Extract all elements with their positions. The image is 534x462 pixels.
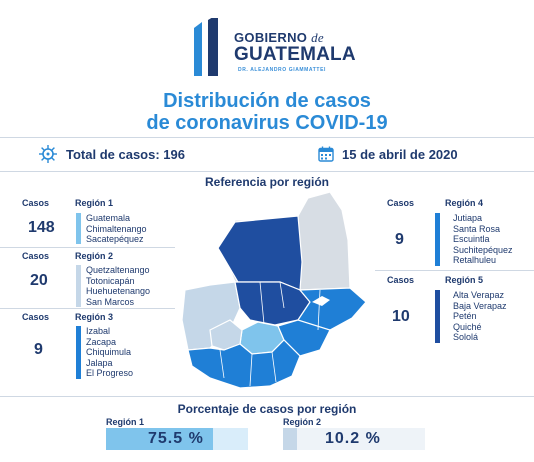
divider [0, 171, 534, 172]
cases-label: Casos [22, 251, 50, 261]
title-line-1: Distribución de casos [163, 90, 371, 112]
department-item: Santa Rosa [453, 223, 501, 234]
region-card-3: Casos Región 3 9 Izabal Zacapa Chiquimul… [0, 309, 175, 381]
title-line-2: de coronavirus COVID-19 [146, 112, 388, 134]
pct-bar-fill [283, 428, 298, 450]
region-count: 148 [28, 219, 55, 236]
divider [0, 137, 534, 138]
total-cases: Total de casos: 196 [38, 143, 185, 165]
pct-region-label: Región 2 [283, 417, 322, 427]
department-item: Escuintla [453, 234, 490, 244]
cases-label: Casos [387, 275, 415, 285]
logo-president-text: DR. ALEJANDRO GIAMMATTEI [238, 67, 327, 73]
date-label: 15 de abril de 2020 [342, 146, 458, 162]
department-list: Quetzaltenango Totonicapán Huehuetenango… [86, 265, 150, 307]
cases-label: Casos [22, 198, 50, 208]
region-count: 20 [30, 272, 48, 289]
department-item: Quetzaltenango [86, 265, 150, 275]
region-count: 9 [395, 231, 404, 248]
report-date: 15 de abril de 2020 [318, 143, 458, 165]
department-item: Guatemala [86, 213, 131, 223]
pct-region-label: Región 1 [106, 417, 145, 427]
divider [0, 396, 534, 397]
region-color-bar [76, 265, 81, 307]
department-list: Izabal Zacapa Chiquimula Jalapa El Progr… [86, 326, 133, 379]
department-item: Sololá [453, 332, 479, 342]
department-item: El Progreso [86, 368, 134, 378]
department-item: Suchitepéquez [453, 244, 513, 255]
department-item: Quiché [453, 321, 482, 332]
percentage-title: Porcentaje de casos por región [177, 402, 357, 416]
department-item: Retalhuleu [453, 255, 497, 265]
pct-bar-region-1: 75.5 % [106, 428, 248, 450]
map-region-5-north [217, 215, 303, 291]
logo-gobierno-text: GOBIERNO de [234, 30, 324, 45]
pct-bar-region-2: 10.2 % [283, 428, 425, 450]
pct-bar-fill [106, 428, 214, 450]
department-item: Petén [453, 311, 477, 321]
guatemala-region-map [181, 191, 367, 389]
map-izabal-lake [312, 296, 330, 306]
department-list: Guatemala Chimaltenango Sacatepéquez [86, 213, 147, 245]
department-item: Chiquimula [86, 347, 132, 357]
region-card-5: Casos Región 5 10 Alta Verapaz Baja Vera… [375, 272, 534, 346]
department-item: Alta Verapaz [453, 290, 505, 300]
department-item: Jalapa [86, 357, 113, 368]
region-count: 9 [34, 341, 43, 358]
department-item: San Marcos [86, 296, 135, 307]
divider [0, 247, 175, 248]
region-count: 10 [392, 308, 410, 325]
region-card-4: Casos Región 4 9 Jutiapa Santa Rosa Escu… [375, 195, 534, 267]
region-name: Región 1 [75, 198, 114, 208]
divider [375, 270, 534, 271]
cases-label: Casos [22, 312, 50, 322]
department-item: Chimaltenango [86, 223, 147, 234]
department-item: Totonicapán [86, 275, 135, 286]
pct-value: 10.2 % [325, 430, 381, 447]
gobierno-logo: GOBIERNO de GUATEMALA DR. ALEJANDRO GIAM… [188, 18, 358, 80]
region-card-2: Casos Región 2 20 Quetzaltenango Totonic… [0, 248, 175, 308]
region-name: Región 4 [445, 198, 484, 208]
region-color-bar [76, 326, 81, 379]
region-color-bar [76, 213, 81, 244]
department-item: Huehuetenango [86, 286, 151, 296]
region-name: Región 2 [75, 251, 114, 261]
calendar-icon [318, 146, 334, 162]
virus-icon [39, 145, 57, 163]
flag-bars-icon [194, 18, 218, 76]
department-item: Zacapa [86, 336, 117, 347]
region-card-1: Casos Región 1 148 Guatemala Chimaltenan… [0, 195, 175, 247]
department-list: Alta Verapaz Baja Verapaz Petén Quiché S… [453, 290, 507, 343]
department-item: Jutiapa [453, 213, 483, 223]
department-list: Jutiapa Santa Rosa Escuintla Suchitepéqu… [453, 213, 513, 266]
region-name: Región 3 [75, 312, 114, 322]
logo-guatemala-text: GUATEMALA [234, 44, 356, 65]
department-item: Izabal [86, 326, 111, 336]
region-name: Región 5 [445, 275, 484, 285]
page-title: Distribución de casos de coronavirus COV… [0, 90, 534, 134]
map-department-borders [219, 281, 321, 387]
divider [0, 308, 175, 309]
department-item: Sacatepéquez [86, 234, 144, 244]
department-item: Baja Verapaz [453, 300, 507, 311]
region-color-bar [435, 213, 440, 266]
total-cases-label: Total de casos: 196 [66, 146, 185, 162]
reference-title: Referencia por región [204, 175, 330, 189]
pct-value: 75.5 % [148, 430, 204, 447]
region-color-bar [435, 290, 440, 343]
cases-label: Casos [387, 198, 415, 208]
